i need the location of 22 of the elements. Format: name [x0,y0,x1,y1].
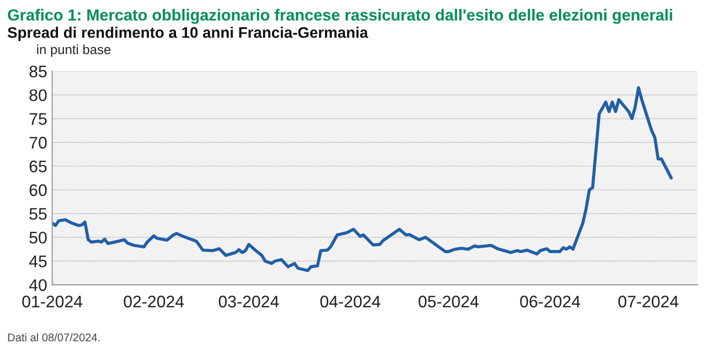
x-tick-label: 07-2024 [618,296,678,308]
x-tick-label: 01-2024 [22,296,82,308]
y-axis-title: in punti base [37,44,110,57]
y-tick-label: 75 [30,113,47,125]
x-tick-label: 06-2024 [520,296,580,308]
y-tick-label: 40 [29,279,47,292]
text: Dati al 08/07/2024. [8,333,100,342]
y-tick-label: 55 [29,208,47,220]
y-tick-label: 85 [30,66,47,78]
y-tick-label: 70 [30,136,47,149]
chart-subtitle: Spread di rendimento a 10 anni Francia-Germania [8,26,368,41]
y-tick-label: 60 [30,184,47,196]
chart-title: Grafico 1: Mercato obbligazionario francese rassicurato dall'esito delle elezioni generali [8,8,672,24]
y-tick-label: 45 [29,256,47,268]
y-tick-label: 80 [30,89,47,102]
x-tick-label: 05-2024 [418,296,479,308]
x-tick-label: 02-2024 [124,296,184,308]
x-tick-label: 04-2024 [320,296,380,308]
x-tick-label: 03-2024 [218,296,279,308]
y-tick-label: 50 [29,232,47,244]
y-tick-label: 65 [30,160,47,172]
line-series [52,86,673,272]
